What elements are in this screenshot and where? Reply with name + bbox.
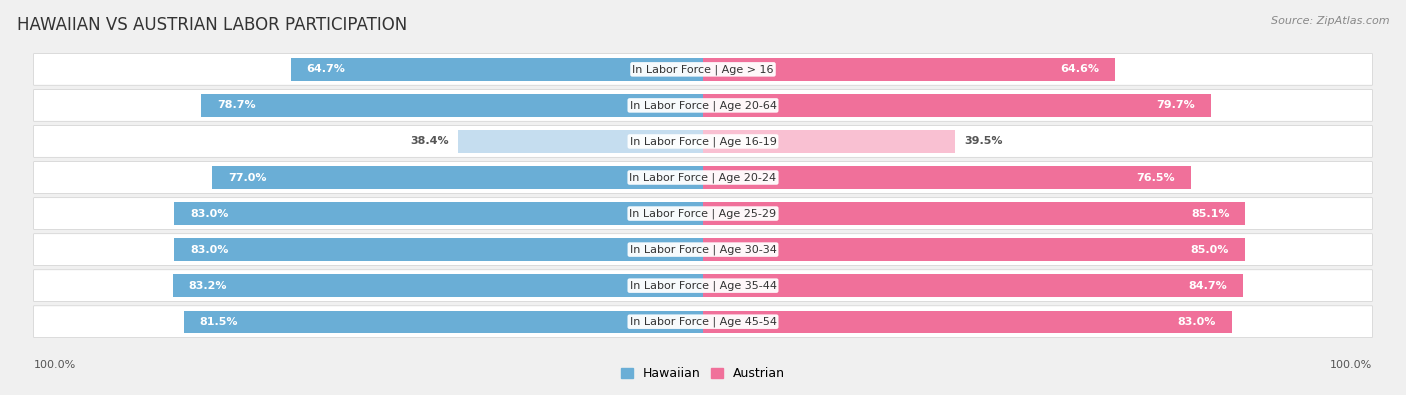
Text: In Labor Force | Age 16-19: In Labor Force | Age 16-19 bbox=[630, 136, 776, 147]
Text: 100.0%: 100.0% bbox=[1330, 359, 1372, 370]
Text: 76.5%: 76.5% bbox=[1136, 173, 1174, 182]
Text: 64.6%: 64.6% bbox=[1060, 64, 1098, 74]
Text: 83.0%: 83.0% bbox=[190, 245, 228, 255]
Text: 83.0%: 83.0% bbox=[190, 209, 228, 218]
FancyBboxPatch shape bbox=[34, 198, 1372, 229]
FancyBboxPatch shape bbox=[34, 126, 1372, 157]
Bar bbox=[703, 310, 1232, 333]
Text: 64.7%: 64.7% bbox=[307, 64, 346, 74]
Bar bbox=[703, 58, 1115, 81]
Bar bbox=[291, 58, 703, 81]
Bar bbox=[703, 202, 1246, 225]
Legend: Hawaiian, Austrian: Hawaiian, Austrian bbox=[616, 362, 790, 386]
Text: 78.7%: 78.7% bbox=[218, 100, 256, 111]
Text: 85.1%: 85.1% bbox=[1191, 209, 1229, 218]
Text: 85.0%: 85.0% bbox=[1191, 245, 1229, 255]
Bar bbox=[184, 310, 703, 333]
FancyBboxPatch shape bbox=[34, 306, 1372, 338]
FancyBboxPatch shape bbox=[34, 53, 1372, 85]
Bar bbox=[703, 166, 1191, 189]
FancyBboxPatch shape bbox=[34, 234, 1372, 265]
Text: In Labor Force | Age 35-44: In Labor Force | Age 35-44 bbox=[630, 280, 776, 291]
Text: 100.0%: 100.0% bbox=[34, 359, 76, 370]
Bar bbox=[174, 239, 703, 261]
Text: In Labor Force | Age 30-34: In Labor Force | Age 30-34 bbox=[630, 245, 776, 255]
Bar bbox=[458, 130, 703, 152]
FancyBboxPatch shape bbox=[34, 162, 1372, 194]
Text: 77.0%: 77.0% bbox=[228, 173, 267, 182]
Text: 38.4%: 38.4% bbox=[411, 136, 449, 147]
Text: In Labor Force | Age 20-64: In Labor Force | Age 20-64 bbox=[630, 100, 776, 111]
Text: 39.5%: 39.5% bbox=[965, 136, 1002, 147]
Text: 81.5%: 81.5% bbox=[200, 317, 238, 327]
Bar bbox=[173, 275, 703, 297]
Text: 83.2%: 83.2% bbox=[188, 280, 228, 291]
FancyBboxPatch shape bbox=[34, 90, 1372, 121]
Text: In Labor Force | Age > 16: In Labor Force | Age > 16 bbox=[633, 64, 773, 75]
Text: 84.7%: 84.7% bbox=[1188, 280, 1227, 291]
Bar bbox=[703, 94, 1211, 117]
Text: HAWAIIAN VS AUSTRIAN LABOR PARTICIPATION: HAWAIIAN VS AUSTRIAN LABOR PARTICIPATION bbox=[17, 16, 408, 34]
FancyBboxPatch shape bbox=[34, 270, 1372, 301]
Text: In Labor Force | Age 20-24: In Labor Force | Age 20-24 bbox=[630, 172, 776, 183]
Text: 79.7%: 79.7% bbox=[1156, 100, 1195, 111]
Text: In Labor Force | Age 25-29: In Labor Force | Age 25-29 bbox=[630, 208, 776, 219]
Bar bbox=[703, 239, 1244, 261]
Bar bbox=[703, 275, 1243, 297]
Text: In Labor Force | Age 45-54: In Labor Force | Age 45-54 bbox=[630, 316, 776, 327]
Bar bbox=[212, 166, 703, 189]
Bar bbox=[201, 94, 703, 117]
Text: Source: ZipAtlas.com: Source: ZipAtlas.com bbox=[1271, 16, 1389, 26]
Bar bbox=[174, 202, 703, 225]
Text: 83.0%: 83.0% bbox=[1178, 317, 1216, 327]
Bar bbox=[703, 130, 955, 152]
